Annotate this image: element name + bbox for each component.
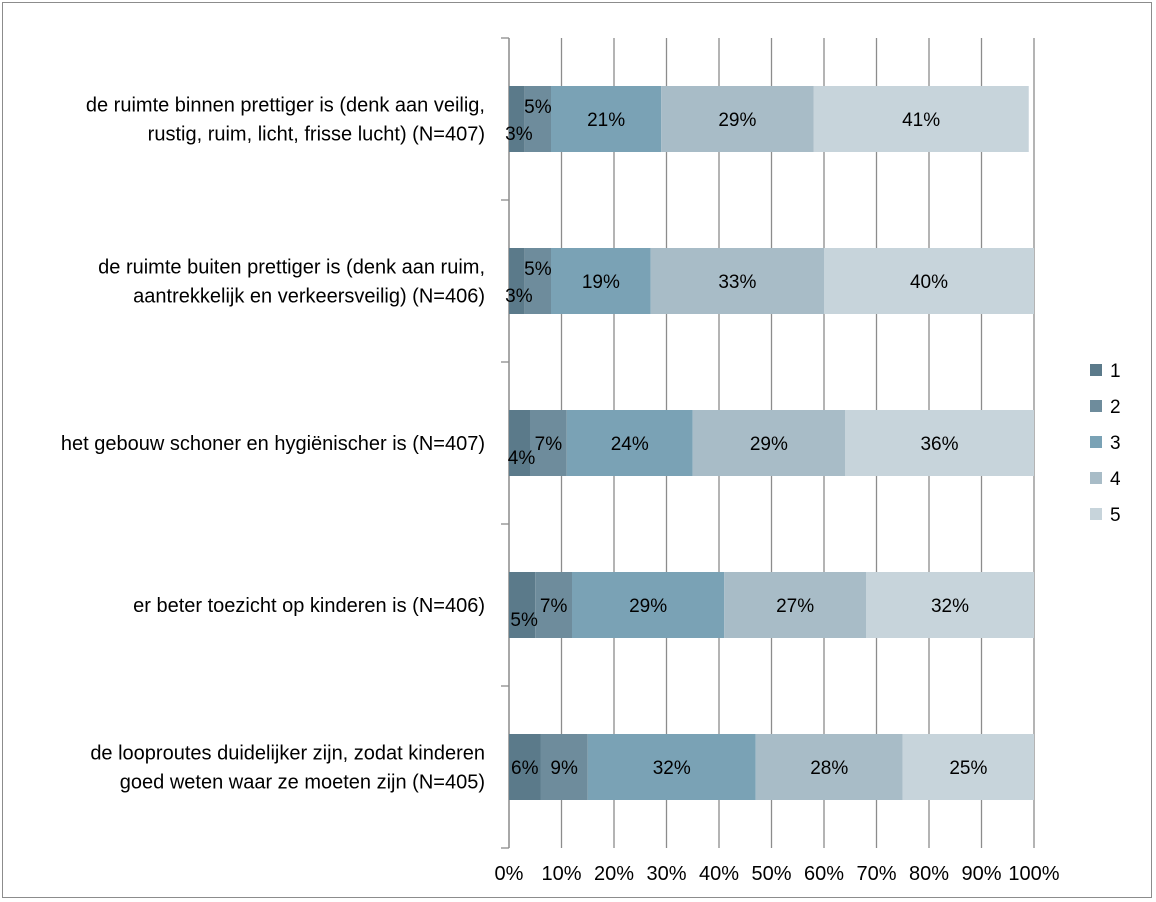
category-label-line: de ruimte binnen prettiger is (denk aan … xyxy=(86,95,485,117)
legend-label: 2 xyxy=(1110,397,1121,418)
bar-segment xyxy=(509,572,536,638)
x-tick-label: 10% xyxy=(541,863,581,885)
category-labels: de ruimte binnen prettiger is (denk aan … xyxy=(61,95,485,794)
bar-segment xyxy=(509,410,530,476)
x-tick-label: 70% xyxy=(856,863,896,885)
x-tick-label: 50% xyxy=(751,863,791,885)
x-tick-label: 0% xyxy=(495,863,524,885)
x-tick-label: 80% xyxy=(909,863,949,885)
y-axis xyxy=(501,37,510,849)
category-label: de looproutes duidelijker zijn, zodat ki… xyxy=(90,743,485,794)
bars xyxy=(509,86,1034,800)
data-label: 5% xyxy=(510,610,538,631)
x-tick-label: 40% xyxy=(699,863,739,885)
data-label: 3% xyxy=(505,124,533,145)
category-label-line: de ruimte buiten prettiger is (denk aan … xyxy=(98,257,485,279)
data-label: 4% xyxy=(508,448,536,469)
legend-swatch xyxy=(1090,400,1102,412)
bar-segment xyxy=(524,86,551,152)
data-label: 9% xyxy=(550,758,578,779)
bar-segment xyxy=(587,734,756,800)
x-tick-label: 20% xyxy=(594,863,634,885)
legend-label: 4 xyxy=(1110,469,1121,490)
category-label: er beter toezicht op kinderen is (N=406) xyxy=(133,595,485,617)
category-label-line: aantrekkelijk en verkeersveilig) (N=406) xyxy=(133,286,485,308)
data-label: 41% xyxy=(902,110,940,131)
bar-segment xyxy=(535,572,572,638)
legend-swatch xyxy=(1090,364,1102,376)
category-label: de ruimte buiten prettiger is (denk aan … xyxy=(98,257,485,308)
bar-segment xyxy=(572,572,725,638)
bar-segment xyxy=(540,734,588,800)
category-label: de ruimte binnen prettiger is (denk aan … xyxy=(86,95,485,146)
bar-segment xyxy=(650,248,824,314)
legend-swatch xyxy=(1090,436,1102,448)
bar-segment xyxy=(509,86,525,152)
bar-segment xyxy=(902,734,1034,800)
data-label: 40% xyxy=(910,272,948,293)
data-label: 25% xyxy=(949,758,987,779)
category-label: het gebouw schoner en hygiënischer is (N… xyxy=(61,433,485,455)
data-label: 36% xyxy=(920,434,958,455)
data-label: 5% xyxy=(524,97,552,118)
x-tick-label: 90% xyxy=(961,863,1001,885)
legend: 1 2 3 4 5 xyxy=(1090,361,1121,526)
data-label: 7% xyxy=(540,596,568,617)
category-label-line: de looproutes duidelijker zijn, zodat ki… xyxy=(90,743,485,765)
legend-label: 3 xyxy=(1110,433,1121,454)
legend-swatch xyxy=(1090,508,1102,520)
x-tick-label: 60% xyxy=(804,863,844,885)
bar-segment xyxy=(551,248,651,314)
bar-segment xyxy=(530,410,567,476)
data-label: 29% xyxy=(750,434,788,455)
data-labels: 3%5%21% 29% 41%3%5%19% 33% 40%4%7% 24% 29% 36%5… xyxy=(505,97,987,779)
bar-segment xyxy=(824,248,1034,314)
x-tick-label: 30% xyxy=(646,863,686,885)
legend-label: 1 xyxy=(1110,361,1121,382)
bar-segment xyxy=(724,572,866,638)
bar-segment xyxy=(509,248,525,314)
category-label-line: rustig, ruim, licht, frisse lucht) (N=40… xyxy=(148,124,485,146)
x-axis: 0% 10% 20% 30% 40% 50% 60% 70% 80% 90% 100% xyxy=(495,863,1060,885)
data-label: 6% xyxy=(511,758,539,779)
data-label: 24% xyxy=(611,434,649,455)
category-label-line: er beter toezicht op kinderen is (N=406) xyxy=(133,595,485,617)
legend-swatch xyxy=(1090,472,1102,484)
data-label: 33% xyxy=(718,272,756,293)
data-label: 32% xyxy=(653,758,691,779)
data-label: 29% xyxy=(718,110,756,131)
data-label: 32% xyxy=(931,596,969,617)
bar-segment xyxy=(755,734,903,800)
bar-segment xyxy=(866,572,1034,638)
data-label: 21% xyxy=(587,110,625,131)
bar-segment xyxy=(661,86,814,152)
category-label-line: goed weten waar ze moeten zijn (N=405) xyxy=(120,772,485,794)
data-label: 3% xyxy=(505,286,533,307)
data-label: 7% xyxy=(535,434,563,455)
data-label: 28% xyxy=(810,758,848,779)
bar-segment xyxy=(551,86,662,152)
data-label: 19% xyxy=(582,272,620,293)
bar-segment xyxy=(524,248,551,314)
data-label: 29% xyxy=(629,596,667,617)
bar-segment xyxy=(845,410,1034,476)
data-label: 27% xyxy=(776,596,814,617)
bar-segment xyxy=(509,734,541,800)
category-label-line: het gebouw schoner en hygiënischer is (N… xyxy=(61,433,485,455)
x-tick-label: 100% xyxy=(1008,863,1059,885)
data-label: 5% xyxy=(524,259,552,280)
bar-segment xyxy=(566,410,693,476)
bar-segment xyxy=(813,86,1029,152)
bar-segment xyxy=(692,410,845,476)
legend-label: 5 xyxy=(1110,505,1121,526)
